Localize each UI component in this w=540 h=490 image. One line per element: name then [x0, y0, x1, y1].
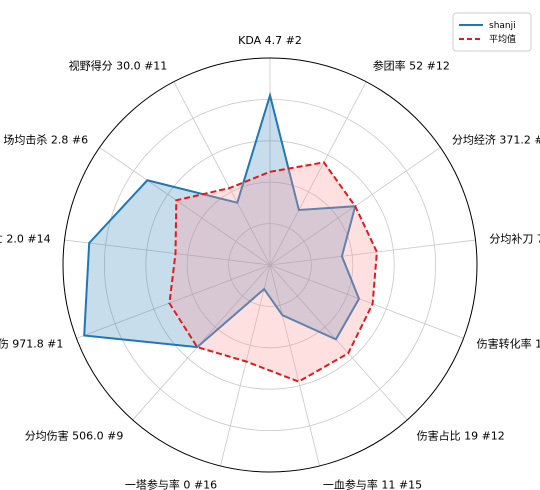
legend-box: [452, 12, 532, 52]
category-label-12: 视野得分 30.0 #11: [69, 58, 168, 72]
grid-spoke-10: [64, 239, 271, 266]
grid-spoke-1: [269, 81, 367, 266]
category-label-3: 分均补刀 7.2 #12: [489, 232, 540, 245]
grid-spoke-7: [220, 264, 271, 467]
series-line-0: [83, 91, 361, 349]
outer-frame: [62, 57, 478, 473]
grid-spoke-9: [76, 264, 271, 339]
grid-spoke-3: [269, 239, 476, 266]
series-area-0: [84, 95, 359, 348]
category-label-11: 场均击杀 2.8 #6: [3, 133, 88, 147]
category-label-8: 分均伤害 506.0 #9: [25, 428, 124, 442]
legend-label-0: shanji: [489, 21, 516, 31]
series-line-1: [168, 161, 378, 383]
series-area-1: [169, 162, 377, 382]
category-label-4: 伤害转化率 135 #10: [477, 336, 540, 350]
category-label-5: 伤害占比 19 #12: [417, 428, 505, 442]
category-label-0: KDA 4.7 #2: [238, 34, 302, 47]
grid-spoke-4: [269, 264, 464, 339]
category-label-1: 参团率 52 #12: [373, 58, 450, 72]
grid-spoke-5: [269, 264, 408, 421]
category-label-7: 一塔参与率 0 #16: [125, 478, 217, 490]
grid-spoke-12: [173, 81, 271, 266]
series-1: [168, 161, 378, 383]
category-label-10: 场均死亡 2.0 #14: [0, 231, 51, 245]
series-0: [83, 91, 361, 349]
series-layer: [83, 91, 378, 383]
legend-label-1: 平均值: [489, 33, 516, 45]
category-label-6: 一血参与率 11 #15: [323, 478, 422, 490]
category-label-9: 分均承伤 971.8 #1: [0, 337, 63, 350]
polar-frame: [62, 57, 478, 473]
category-label-2: 分均经济 371.2 #8: [452, 133, 540, 147]
legend: shanji 平均值: [452, 12, 532, 52]
grid-spoke-6: [269, 264, 320, 467]
grid-spoke-11: [99, 147, 271, 266]
tick-labels: KDA 4.7 #2 参团率 52 #12 分均经济 371.2 #8 分均补刀 7.…: [0, 34, 540, 490]
